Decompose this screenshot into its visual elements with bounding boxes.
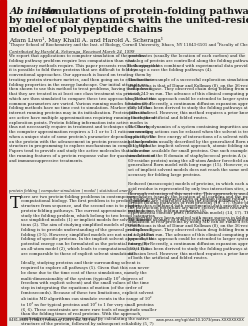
Text: simulations of protein-folding pathways: simulations of protein-folding pathways bbox=[39, 7, 248, 16]
Text: ¹Thayer School of Biochemistry and the Inst. of Biology, Cornell University, Ith: ¹Thayer School of Biochemistry and the I… bbox=[9, 42, 248, 47]
Text: www.pnas.org/cgi/doi/10.1073/pnas.XXXXXXXXX: www.pnas.org/cgi/doi/10.1073/pnas.XXXXXX… bbox=[155, 318, 244, 322]
Text: T: T bbox=[9, 195, 20, 212]
Text: by molecular dynamics with the united-residue: by molecular dynamics with the united-re… bbox=[9, 16, 248, 25]
Text: here are two protein-folding problems in contemporary
computational biology. The: here are two protein-folding problems in… bbox=[21, 195, 157, 326]
Text: coordinates (usually the location of all carbons and the pathways
of proteins ar: coordinates (usually the location of all… bbox=[128, 195, 248, 260]
Text: Adam Liwo¹, May Khalil A. and Harold A. Scheraga¹: Adam Liwo¹, May Khalil A. and Harold A. … bbox=[9, 37, 163, 42]
Bar bbox=[0, 0, 6, 326]
Text: We report that applications to computer simulation of the protein-
folding pathw: We report that applications to computer … bbox=[9, 54, 160, 163]
Text: Contributed by Harold A. Scheraga, Received March 24, 1999: Contributed by Harold A. Scheraga, Recei… bbox=[9, 50, 135, 53]
Text: coordinates (usually the location of each carbon) and the
catalog of protein are: coordinates (usually the location of eac… bbox=[128, 54, 248, 224]
Text: Ab initio: Ab initio bbox=[9, 7, 57, 16]
Text: protein folding | computer simulation | model | statistical energy: protein folding | computer simulation | … bbox=[9, 189, 133, 193]
Text: 8481-8485 | PNAS | February 2001 | vol. 98 | no. 1: 8481-8485 | PNAS | February 2001 | vol. … bbox=[9, 318, 100, 322]
Text: model of polypeptide chains: model of polypeptide chains bbox=[9, 25, 163, 35]
